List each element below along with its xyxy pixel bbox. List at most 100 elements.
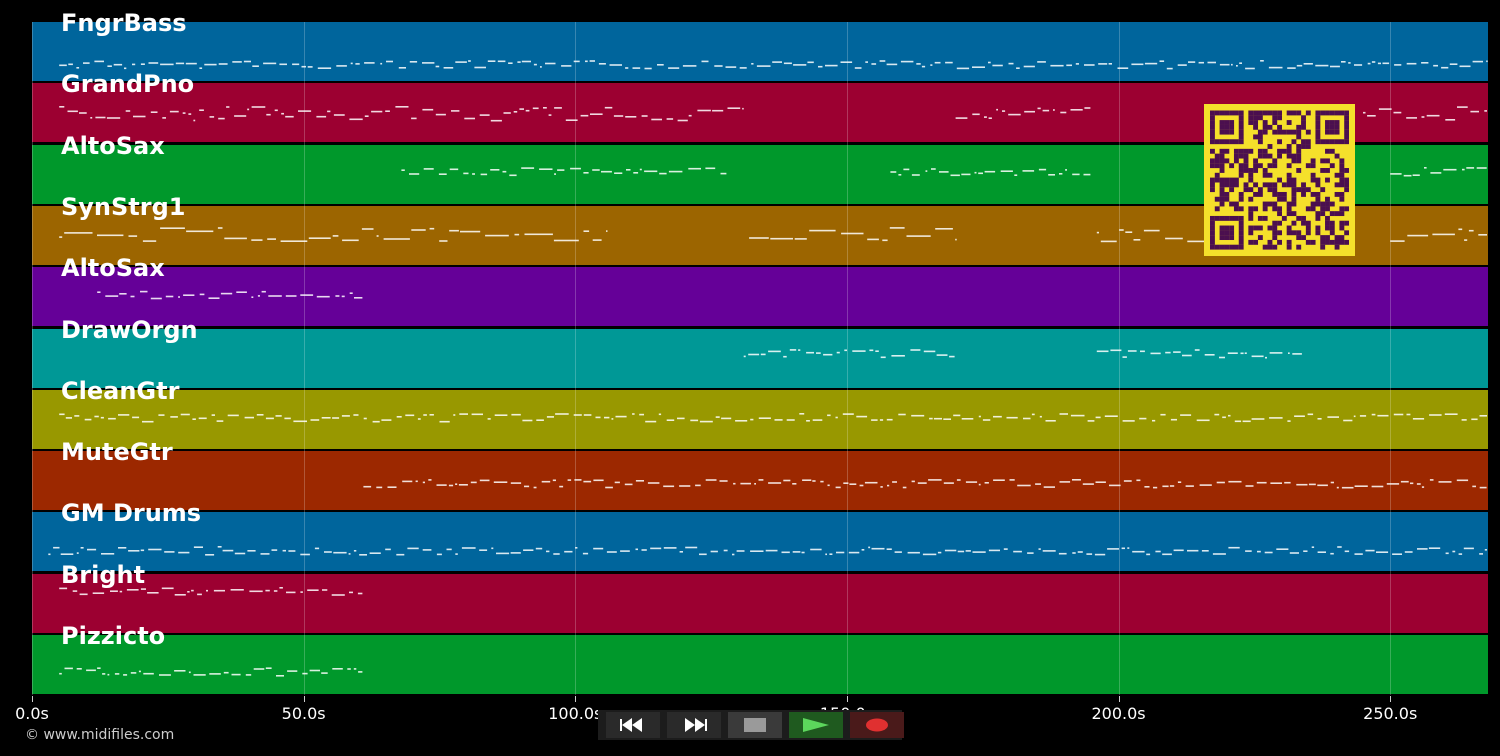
note	[783, 62, 792, 65]
note	[891, 354, 905, 357]
note	[1400, 480, 1409, 483]
track-lane[interactable]: Pizzicto	[32, 622, 1488, 694]
rewind-button[interactable]	[606, 712, 660, 738]
note	[511, 413, 521, 416]
note	[974, 171, 977, 174]
note	[720, 172, 727, 174]
qr-code[interactable]	[1204, 104, 1355, 256]
note	[348, 553, 351, 556]
note	[827, 414, 831, 416]
note	[1311, 546, 1315, 549]
note	[595, 416, 601, 418]
note	[1023, 417, 1031, 420]
note	[890, 170, 897, 173]
note	[1343, 419, 1353, 422]
note	[523, 549, 534, 552]
note	[1070, 414, 1085, 417]
axis-tick-label: 100.0s	[548, 704, 603, 723]
stop-button[interactable]	[728, 712, 782, 738]
note	[358, 671, 363, 673]
transport-controls	[598, 710, 904, 740]
note	[593, 479, 604, 482]
note	[865, 61, 868, 63]
note	[768, 350, 781, 352]
note	[740, 482, 751, 485]
note	[1239, 62, 1242, 64]
note	[749, 237, 769, 239]
note	[1119, 229, 1124, 231]
note	[889, 226, 905, 229]
track-lane[interactable]: DrawOrgn	[32, 316, 1488, 388]
note	[460, 230, 481, 233]
note	[533, 63, 537, 66]
note	[1013, 551, 1022, 553]
note	[1287, 420, 1291, 422]
note	[956, 67, 970, 70]
note	[363, 485, 372, 488]
note	[307, 66, 313, 68]
note	[894, 551, 902, 554]
note	[1173, 350, 1181, 353]
record-button[interactable]	[850, 712, 904, 738]
note	[349, 118, 363, 121]
note	[472, 172, 475, 175]
note	[65, 416, 72, 419]
track-lane[interactable]: Bright	[32, 561, 1488, 633]
note	[606, 230, 608, 232]
note	[1269, 416, 1283, 419]
note	[1270, 482, 1282, 485]
note	[455, 553, 458, 556]
track-lane[interactable]: GM Drums	[32, 499, 1488, 572]
note	[517, 61, 521, 63]
note	[1187, 550, 1199, 552]
fast-forward-button[interactable]	[667, 712, 721, 738]
note	[1417, 548, 1428, 551]
note	[536, 419, 544, 421]
note	[1240, 352, 1244, 354]
play-icon	[803, 718, 829, 732]
track-lane[interactable]: CleanGtr	[32, 377, 1488, 449]
note	[448, 484, 454, 487]
track-lane[interactable]: AltoSax	[32, 254, 1488, 327]
note	[555, 412, 569, 415]
track-lane[interactable]: MuteGtr	[32, 438, 1488, 511]
note	[1315, 64, 1329, 67]
note	[429, 227, 435, 230]
note	[1478, 233, 1487, 236]
note	[944, 550, 957, 552]
track-lane[interactable]: FngrBass	[32, 9, 1488, 81]
note	[1122, 355, 1127, 358]
note	[411, 229, 426, 231]
note	[169, 111, 179, 113]
note	[436, 553, 442, 556]
note	[1059, 172, 1063, 175]
note	[108, 417, 116, 420]
play-button[interactable]	[789, 712, 843, 738]
note	[485, 234, 509, 237]
note	[943, 418, 951, 420]
note	[950, 174, 960, 176]
track-lanes: FngrBass GrandPno AltoSax SynStrg1 AltoSax Dr…	[32, 9, 1488, 695]
note	[1354, 485, 1368, 488]
note	[955, 238, 957, 241]
note	[663, 485, 675, 488]
note	[355, 63, 360, 65]
note	[175, 62, 185, 65]
note	[1429, 413, 1442, 416]
note	[332, 234, 339, 237]
note	[739, 67, 747, 69]
note	[871, 548, 885, 550]
note	[263, 62, 277, 65]
note	[341, 295, 345, 298]
note	[928, 479, 942, 481]
note	[809, 229, 836, 232]
note	[849, 483, 857, 486]
note	[907, 552, 920, 554]
note	[422, 109, 434, 111]
copyright-text: © www.midifiles.com	[25, 727, 175, 743]
note	[510, 552, 521, 555]
note	[590, 113, 603, 116]
note	[573, 413, 582, 416]
note	[1466, 166, 1475, 169]
note	[521, 166, 535, 169]
